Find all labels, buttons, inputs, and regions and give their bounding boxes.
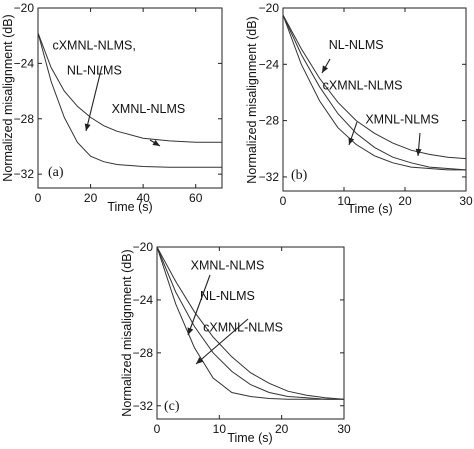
plot-frame bbox=[37, 7, 223, 189]
series-lines bbox=[37, 32, 222, 168]
chart-panel-c: −20 −24 −28 −32 0 10 20 30 (c) Time (s) Normal… bbox=[120, 240, 351, 445]
plot-frame bbox=[156, 246, 345, 420]
arrowhead-icon bbox=[415, 148, 422, 156]
chart-panel-a: −20 −24 −28 −32 0 20 40 60 (a) Time (s) Normal… bbox=[1, 1, 223, 214]
annotation-label: XMNL-NLMS bbox=[191, 258, 265, 272]
y-tick-label: −28 bbox=[133, 346, 154, 360]
x-tick-label: 0 bbox=[35, 191, 42, 205]
x-tick-label: 30 bbox=[337, 422, 351, 436]
y-tick-label: −32 bbox=[14, 167, 35, 181]
annotation-arrows bbox=[321, 58, 422, 157]
arrowhead-icon bbox=[196, 357, 204, 364]
x-tick-label: 40 bbox=[136, 191, 150, 205]
arrowhead-icon bbox=[348, 137, 355, 145]
x-tick-label: 60 bbox=[189, 191, 203, 205]
arrowhead-icon bbox=[187, 327, 194, 335]
y-tick-label: −32 bbox=[133, 399, 154, 413]
y-tick-label: −24 bbox=[259, 57, 280, 71]
arrowhead-icon bbox=[84, 123, 91, 131]
annotation-arrow-line bbox=[187, 274, 211, 336]
y-tick-label: −24 bbox=[14, 56, 35, 70]
annotation-label: cXMNL-NLMS, bbox=[52, 39, 135, 53]
y-tick-labels: −20 −24 −28 −32 bbox=[259, 1, 466, 184]
chart-panel-b: −20 −24 −28 −32 0 10 20 30 (b) Time (s) Normal… bbox=[245, 1, 473, 216]
x-tick-label: 0 bbox=[280, 194, 287, 208]
annotation-arrow-line bbox=[85, 65, 103, 132]
x-tick-label: 20 bbox=[398, 194, 412, 208]
y-axis-label: Normalized misalignment (dB) bbox=[1, 14, 15, 181]
plot-frame bbox=[282, 7, 467, 192]
y-tick-labels: −20 −24 −28 −32 bbox=[14, 1, 222, 181]
y-tick-label: −28 bbox=[14, 112, 35, 126]
y-tick-label: −32 bbox=[259, 170, 280, 184]
annotation-arrows bbox=[187, 274, 249, 365]
x-tick-labels: 0 20 40 60 bbox=[35, 8, 203, 205]
annotation-label: XMNL-NLMS bbox=[365, 112, 439, 126]
series-line-1 bbox=[37, 32, 222, 168]
annotation-label: cXMNL-NLMS bbox=[323, 79, 403, 93]
x-axis-label: Time (s) bbox=[347, 202, 392, 216]
annotation-label: XMNL-NLMS bbox=[112, 102, 186, 116]
x-tick-label: 10 bbox=[337, 194, 351, 208]
annotation-arrows bbox=[84, 65, 161, 147]
arrowhead-icon bbox=[322, 65, 329, 73]
y-tick-label: −20 bbox=[259, 1, 280, 15]
series-lines bbox=[282, 14, 467, 171]
series-line-2 bbox=[37, 32, 222, 143]
y-axis-label: Normalized misalignment (dB) bbox=[120, 249, 134, 416]
y-tick-label: −20 bbox=[14, 1, 35, 15]
y-tick-labels: −20 −24 −28 −32 bbox=[133, 240, 344, 413]
panel-label: (a) bbox=[48, 165, 64, 180]
x-tick-label: 20 bbox=[84, 191, 98, 205]
x-tick-label: 10 bbox=[213, 422, 227, 436]
panel-label: (c) bbox=[164, 399, 180, 414]
y-axis-label: Normalized misalignment (dB) bbox=[245, 16, 259, 183]
series-line-2 bbox=[156, 246, 344, 400]
series-line-2 bbox=[282, 14, 467, 171]
annotation-label: cXMNL-NLMS bbox=[203, 321, 283, 335]
x-tick-labels: 0 10 20 30 bbox=[280, 8, 473, 208]
series-line-3 bbox=[282, 14, 467, 160]
series-line-3 bbox=[156, 246, 345, 400]
arrowhead-icon bbox=[152, 139, 160, 146]
y-tick-label: −20 bbox=[133, 240, 154, 254]
y-tick-label: −28 bbox=[259, 114, 280, 128]
annotation-label: NL-NLMS bbox=[329, 38, 384, 52]
annotation-label: NL-NLMS bbox=[200, 289, 255, 303]
annotation-label: NL-NLMS bbox=[67, 63, 122, 77]
y-tick-label: −24 bbox=[133, 293, 154, 307]
panel-label: (b) bbox=[291, 168, 308, 183]
x-axis-label: Time (s) bbox=[227, 431, 272, 445]
x-axis-label: Time (s) bbox=[107, 200, 152, 214]
x-tick-label: 30 bbox=[459, 194, 473, 208]
annotation-arrow-line bbox=[195, 318, 249, 365]
x-tick-label: 20 bbox=[275, 422, 289, 436]
x-tick-labels: 0 10 20 30 bbox=[154, 247, 351, 436]
series-line-1 bbox=[282, 14, 466, 171]
x-tick-label: 0 bbox=[154, 422, 161, 436]
